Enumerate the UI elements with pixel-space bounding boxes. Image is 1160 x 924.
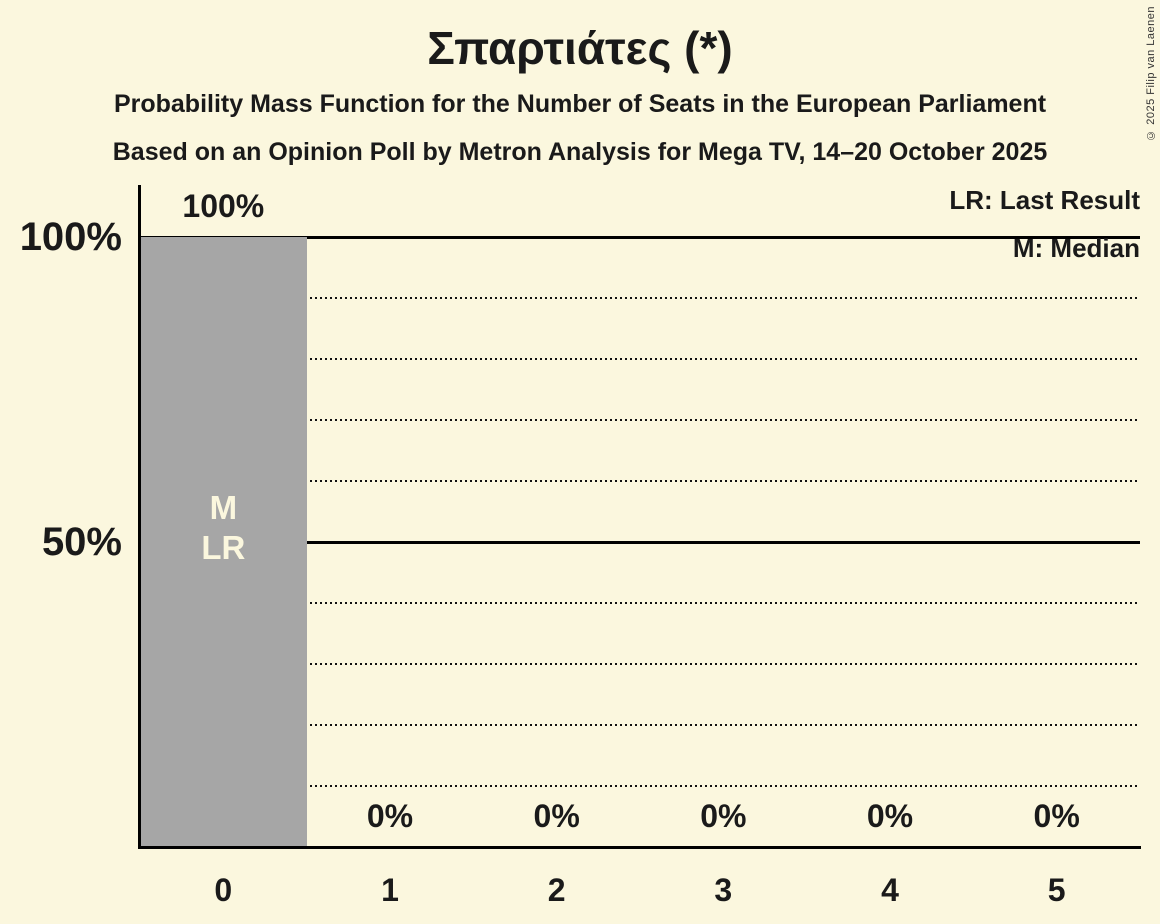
gridline-dotted-40pct bbox=[140, 602, 1140, 604]
gridline-dotted-80pct bbox=[140, 358, 1140, 360]
gridline-dotted-30pct bbox=[140, 663, 1140, 665]
y-axis bbox=[138, 185, 141, 849]
median-last-result-annotation: M LR bbox=[201, 489, 246, 566]
bar-value-label-1: 0% bbox=[366, 798, 414, 834]
bar-value-label-0: 100% bbox=[182, 188, 265, 224]
x-tick-label-3: 3 bbox=[714, 872, 733, 908]
gridline-dotted-60pct bbox=[140, 480, 1140, 482]
bar-value-label-3: 0% bbox=[700, 798, 747, 834]
bar-value-label-4: 0% bbox=[866, 798, 914, 834]
gridline-dotted-20pct bbox=[140, 724, 1140, 726]
gridline-dotted-70pct bbox=[140, 419, 1140, 421]
chart-subtitle: Probability Mass Function for the Number… bbox=[113, 90, 1047, 118]
x-axis bbox=[138, 845, 1141, 849]
x-tick-label-5: 5 bbox=[1047, 872, 1066, 908]
y-tick-label-50pct: 50% bbox=[41, 520, 122, 564]
gridline-dotted-10pct bbox=[140, 785, 1140, 787]
gridline-solid-100pct bbox=[140, 235, 1140, 239]
x-tick-label-2: 2 bbox=[547, 872, 566, 908]
x-tick-label-0: 0 bbox=[214, 872, 233, 908]
bar-value-label-2: 0% bbox=[533, 798, 580, 834]
legend-median: M: Median bbox=[1012, 233, 1140, 263]
gridline-solid-50pct bbox=[140, 540, 1140, 544]
legend-last-result: LR: Last Result bbox=[949, 185, 1140, 215]
bar-value-label-5: 0% bbox=[1033, 798, 1080, 834]
x-tick-label-4: 4 bbox=[881, 872, 899, 908]
chart-title: Σπαρτιάτες (*) bbox=[427, 22, 733, 74]
chart-source-line: Based on an Opinion Poll by Metron Analy… bbox=[112, 138, 1048, 166]
bar-0 bbox=[140, 237, 307, 847]
x-tick-label-1: 1 bbox=[381, 872, 399, 908]
copyright-notice: © 2025 Filip van Laenen bbox=[1145, 6, 1157, 141]
y-tick-label-100pct: 100% bbox=[19, 215, 122, 259]
gridline-dotted-90pct bbox=[140, 297, 1140, 299]
